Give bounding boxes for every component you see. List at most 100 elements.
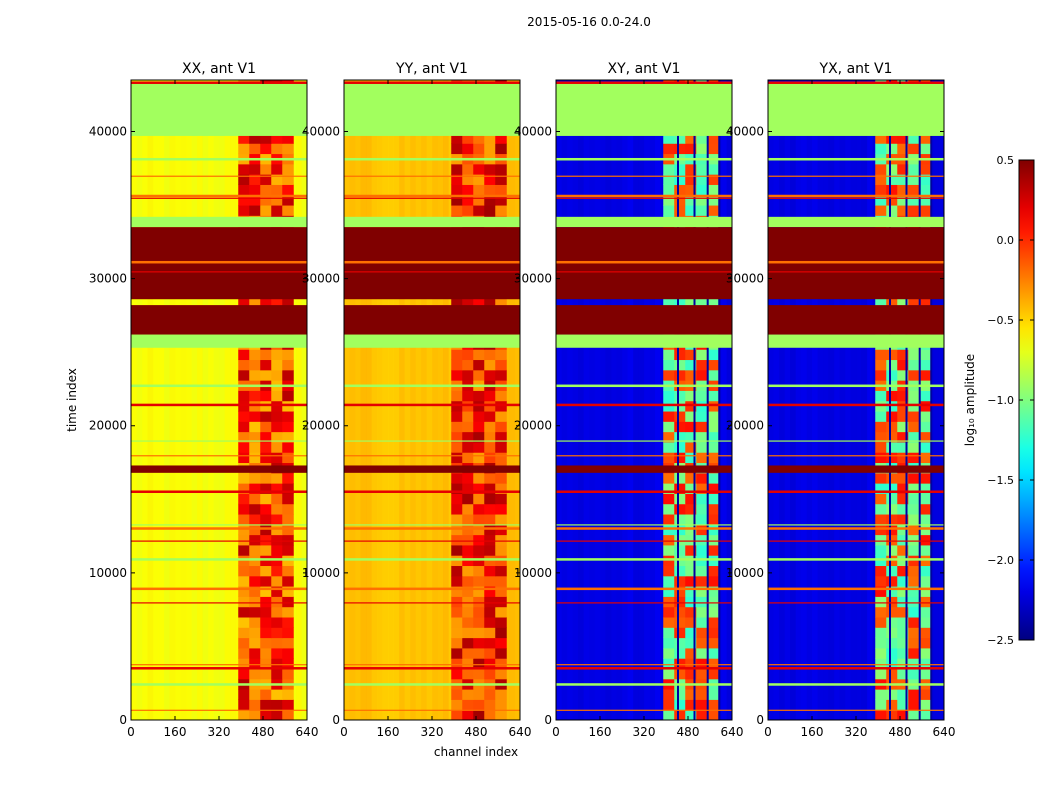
heatmap-cell	[484, 503, 496, 515]
heatmap-cell	[886, 596, 898, 608]
heatmap-cell	[473, 349, 485, 361]
heatmap-cell	[674, 431, 686, 443]
heatmap-channel-stripe	[561, 80, 568, 720]
y-tick-label: 0	[756, 713, 764, 727]
heatmap-channel-stripe	[142, 80, 148, 720]
heatmap-time-streak	[131, 664, 307, 666]
heatmap-channel-stripe	[644, 80, 650, 720]
heatmap-cell	[260, 689, 272, 700]
heatmap-cell	[897, 297, 909, 309]
heatmap-cell	[696, 80, 708, 82]
heatmap-cell	[473, 297, 485, 309]
y-tick-label: 20000	[302, 419, 340, 433]
heatmap-cell	[685, 349, 697, 361]
heatmap-cell	[462, 184, 474, 196]
heatmap-cell	[674, 441, 686, 453]
heatmap-cell	[696, 534, 708, 546]
heatmap-cell	[451, 647, 463, 659]
heatmap-cell	[260, 174, 272, 185]
heatmap-cell	[484, 80, 496, 82]
heatmap-channel-stripe	[180, 80, 187, 720]
heatmap-cell	[260, 596, 272, 608]
heatmap-cell	[473, 617, 485, 628]
x-axis-label: channel index	[434, 745, 518, 759]
heatmap-cell	[282, 80, 294, 82]
heatmap-flat-band	[556, 82, 732, 136]
heatmap-cell	[674, 534, 686, 546]
heatmap-time-streak	[768, 175, 944, 177]
heatmap-cell	[886, 174, 898, 185]
heatmap-cell	[249, 205, 261, 216]
heatmap-panels: XX, ant V1 0 160 320 480 640 0 10000 20000 30000 4…	[89, 61, 956, 739]
heatmap-time-streak	[344, 194, 520, 198]
heatmap-channel-stripe	[933, 80, 939, 720]
heatmap-cell	[908, 637, 920, 649]
heatmap-time-streak	[344, 384, 520, 388]
heatmap-cell	[908, 390, 920, 402]
heatmap-cell	[271, 586, 283, 597]
panel-title: XY, ant V1	[608, 61, 681, 77]
heatmap-cell	[238, 534, 250, 546]
heatmap-channel-stripe	[861, 80, 868, 720]
heatmap-cell	[875, 606, 887, 618]
heatmap-cell	[282, 637, 294, 649]
heatmap-time-streak	[131, 683, 307, 686]
heatmap-cell	[260, 472, 272, 484]
heatmap-cell	[897, 606, 909, 618]
heatmap-cell	[282, 647, 294, 659]
heatmap-flagged-band	[344, 305, 520, 335]
x-tick-label: 0	[764, 725, 772, 739]
heatmap-cell	[696, 709, 708, 720]
heatmap-time-streak	[768, 667, 944, 670]
heatmap-cell	[663, 349, 675, 361]
heatmap-cell	[875, 390, 887, 402]
heatmap-cell	[271, 205, 283, 216]
heatmap-cell	[886, 431, 898, 443]
heatmap-flat-band	[768, 82, 944, 136]
heatmap-cell	[908, 359, 920, 371]
heatmap-cell	[707, 534, 719, 546]
heatmap-channel-stripe	[426, 80, 433, 720]
heatmap-cell	[282, 411, 294, 422]
heatmap-cell	[462, 483, 474, 494]
heatmap-cell	[674, 503, 686, 515]
heatmap-cell	[271, 647, 283, 659]
heatmap-time-streak	[556, 197, 732, 199]
heatmap-cell	[260, 627, 272, 639]
heatmap-cell	[495, 441, 507, 453]
heatmap-cell	[271, 369, 283, 381]
heatmap-cell	[484, 184, 496, 196]
heatmap-cell	[674, 205, 686, 216]
heatmap-cell	[663, 421, 675, 433]
heatmap-cell	[495, 205, 507, 216]
heatmap-cell	[451, 452, 463, 464]
y-tick-label: 30000	[514, 272, 552, 286]
heatmap-cell	[282, 349, 294, 361]
heatmap-cell	[908, 596, 920, 608]
heatmap-channel-line	[918, 80, 921, 720]
heatmap-cell	[886, 565, 898, 577]
heatmap-cell	[875, 534, 887, 546]
heatmap-channel-stripe	[583, 80, 590, 720]
heatmap-cell	[249, 411, 261, 422]
heatmap-cell	[462, 503, 474, 515]
heatmap-time-streak	[344, 490, 520, 493]
heatmap-cell	[495, 617, 507, 628]
heatmap-cell	[663, 431, 675, 443]
heatmap-cell	[462, 163, 474, 175]
heatmap-cell	[908, 627, 920, 639]
heatmap-time-streak	[556, 602, 732, 604]
heatmap-time-streak	[556, 587, 732, 591]
heatmap-cell	[897, 174, 909, 185]
heatmap-cell	[473, 431, 485, 443]
heatmap-cell	[271, 658, 283, 670]
heatmap-cell	[282, 174, 294, 185]
heatmap-cell	[696, 132, 708, 144]
heatmap-time-streak	[131, 403, 307, 407]
heatmap-cell	[271, 606, 283, 618]
heatmap-cell	[919, 534, 931, 546]
heatmap-channel-stripe	[366, 80, 372, 720]
heatmap-cell	[685, 544, 697, 556]
heatmap-cell	[919, 647, 931, 659]
heatmap-cell	[484, 483, 496, 494]
